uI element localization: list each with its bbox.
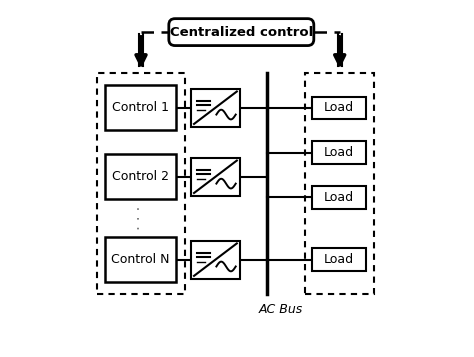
Text: Control 1: Control 1 bbox=[112, 101, 169, 114]
Text: Control N: Control N bbox=[111, 253, 170, 266]
Bar bbox=[312, 248, 365, 271]
Bar bbox=[191, 158, 239, 196]
Text: Control 2: Control 2 bbox=[112, 170, 169, 183]
Bar bbox=[105, 154, 176, 199]
Bar bbox=[191, 241, 239, 278]
FancyBboxPatch shape bbox=[169, 19, 314, 46]
Bar bbox=[312, 96, 365, 119]
Bar bbox=[105, 237, 176, 282]
Bar bbox=[312, 141, 365, 164]
Text: AC Bus: AC Bus bbox=[259, 303, 303, 316]
Bar bbox=[97, 73, 185, 294]
Text: Load: Load bbox=[324, 191, 354, 204]
Bar bbox=[105, 85, 176, 130]
Text: Centralized control: Centralized control bbox=[170, 26, 313, 39]
Text: Load: Load bbox=[324, 253, 354, 266]
Text: Load: Load bbox=[324, 101, 354, 114]
Bar bbox=[312, 186, 365, 209]
Bar bbox=[191, 89, 239, 127]
Bar bbox=[305, 73, 374, 294]
Text: Load: Load bbox=[324, 146, 354, 159]
Text: · · ·: · · · bbox=[133, 206, 148, 230]
